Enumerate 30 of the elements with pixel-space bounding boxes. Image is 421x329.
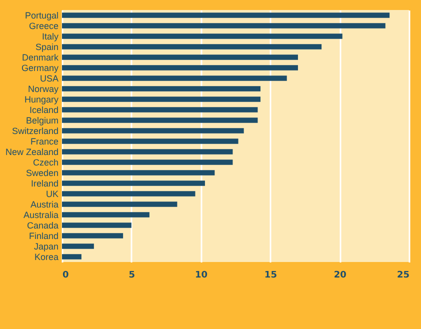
x-tick-label: 10 (195, 270, 208, 280)
y-tick-label: Germany (21, 62, 59, 73)
y-tick-label: Switzerland (12, 126, 58, 136)
y-tick-label: Sweden (26, 168, 58, 178)
y-tick-label: France (30, 136, 58, 146)
y-tick-label: Australia (23, 210, 58, 220)
y-tick-label: Spain (35, 42, 58, 52)
y-tick-label: Norway (28, 84, 59, 94)
y-tick-label: Czech (32, 157, 58, 168)
y-tick-label: Japan (34, 241, 58, 252)
y-tick-label: Canada (26, 220, 58, 230)
y-tick-label: Iceland (29, 104, 58, 115)
y-tick-label: Ireland (30, 178, 58, 188)
x-tick-label: 15 (264, 270, 277, 280)
x-tick-label: 20 (334, 270, 346, 280)
y-tick-label: Finland (28, 230, 58, 241)
x-tick-label: 0 (62, 270, 69, 280)
x-tick-label: 25 (396, 270, 410, 280)
y-tick-label: Belgium (26, 115, 58, 126)
y-tick-label: UK (46, 188, 58, 199)
y-tick-label: Korea (34, 252, 58, 262)
y-tick-label: Portugal (24, 10, 58, 20)
y-tick-label: USA (40, 73, 58, 84)
y-tick-label: Austria (30, 199, 58, 210)
x-tick-label: 5 (128, 270, 136, 280)
y-tick-label: Denmark (22, 52, 59, 62)
y-tick-label: Hungary (24, 94, 59, 104)
y-tick-label: New Zealand (5, 146, 58, 157)
y-tick-label: Italy (42, 31, 59, 42)
y-tick-label: Greece (28, 20, 58, 31)
